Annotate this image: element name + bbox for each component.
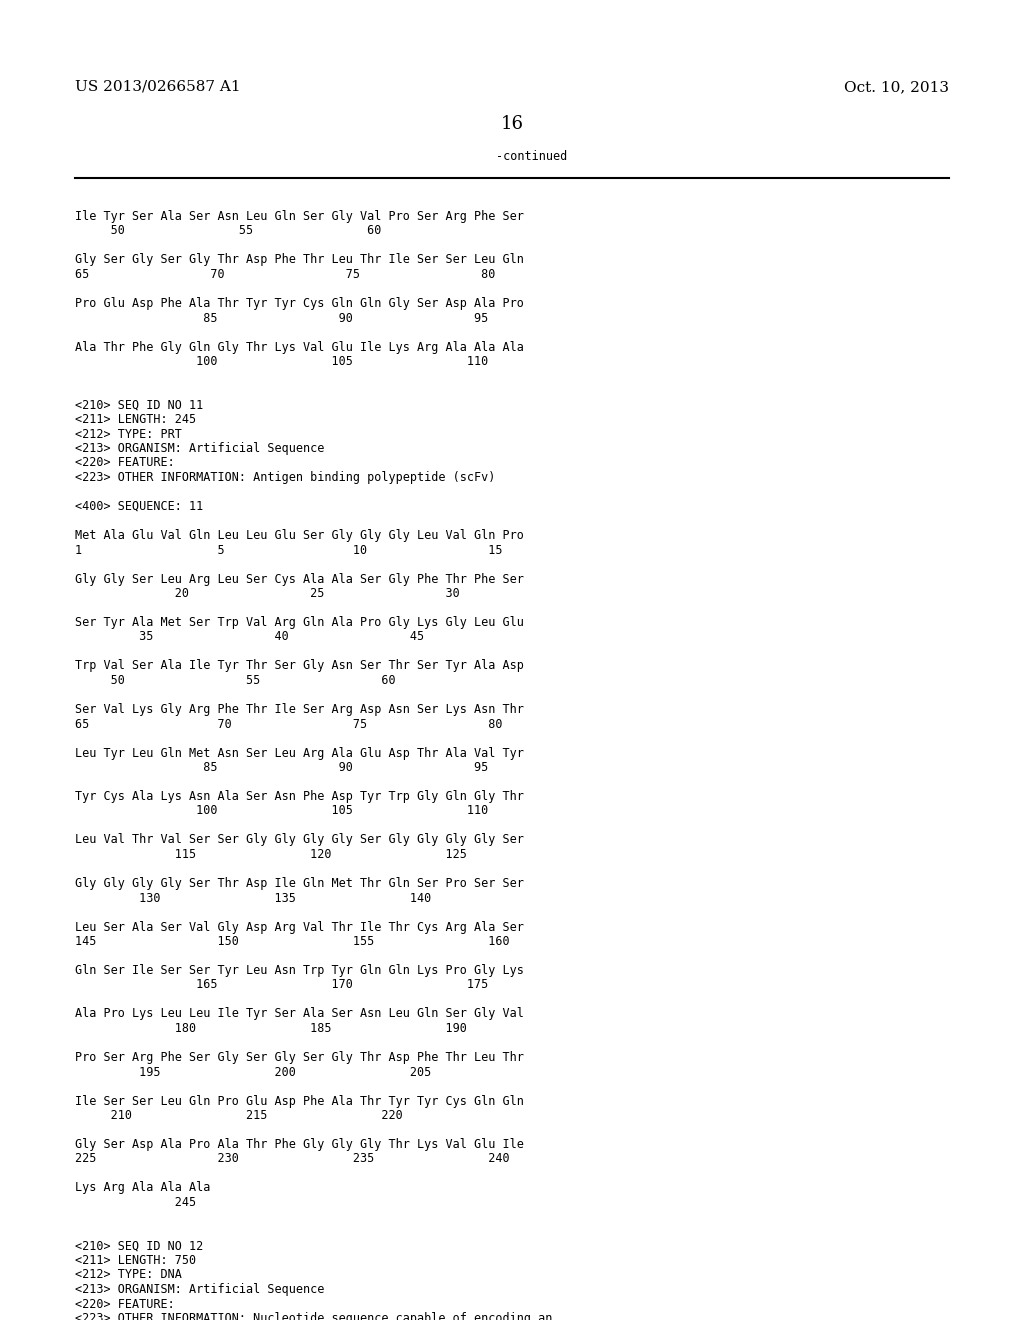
Text: 145                 150                155                160: 145 150 155 160 xyxy=(75,935,510,948)
Text: <223> OTHER INFORMATION: Antigen binding polypeptide (scFv): <223> OTHER INFORMATION: Antigen binding… xyxy=(75,471,496,484)
Text: 50                 55                 60: 50 55 60 xyxy=(75,675,395,686)
Text: Ser Tyr Ala Met Ser Trp Val Arg Gln Ala Pro Gly Lys Gly Leu Glu: Ser Tyr Ala Met Ser Trp Val Arg Gln Ala … xyxy=(75,616,524,630)
Text: <220> FEATURE:: <220> FEATURE: xyxy=(75,457,175,470)
Text: 1                   5                  10                 15: 1 5 10 15 xyxy=(75,544,503,557)
Text: <220> FEATURE:: <220> FEATURE: xyxy=(75,1298,175,1311)
Text: <210> SEQ ID NO 12: <210> SEQ ID NO 12 xyxy=(75,1239,203,1253)
Text: -continued: -continued xyxy=(497,150,567,162)
Text: 100                105                110: 100 105 110 xyxy=(75,804,488,817)
Text: 115                120                125: 115 120 125 xyxy=(75,847,467,861)
Text: 35                 40                 45: 35 40 45 xyxy=(75,631,424,644)
Text: Gly Ser Asp Ala Pro Ala Thr Phe Gly Gly Gly Thr Lys Val Glu Ile: Gly Ser Asp Ala Pro Ala Thr Phe Gly Gly … xyxy=(75,1138,524,1151)
Text: Ser Val Lys Gly Arg Phe Thr Ile Ser Arg Asp Asn Ser Lys Asn Thr: Ser Val Lys Gly Arg Phe Thr Ile Ser Arg … xyxy=(75,704,524,715)
Text: 225                 230                235                240: 225 230 235 240 xyxy=(75,1152,510,1166)
Text: 100                105                110: 100 105 110 xyxy=(75,355,488,368)
Text: 85                 90                 95: 85 90 95 xyxy=(75,312,488,325)
Text: Lys Arg Ala Ala Ala: Lys Arg Ala Ala Ala xyxy=(75,1181,210,1195)
Text: 195                200                205: 195 200 205 xyxy=(75,1065,431,1078)
Text: Gly Gly Gly Gly Ser Thr Asp Ile Gln Met Thr Gln Ser Pro Ser Ser: Gly Gly Gly Gly Ser Thr Asp Ile Gln Met … xyxy=(75,876,524,890)
Text: 85                 90                 95: 85 90 95 xyxy=(75,762,488,774)
Text: 20                 25                 30: 20 25 30 xyxy=(75,587,460,601)
Text: 245: 245 xyxy=(75,1196,197,1209)
Text: <400> SEQUENCE: 11: <400> SEQUENCE: 11 xyxy=(75,500,203,513)
Text: Gln Ser Ile Ser Ser Tyr Leu Asn Trp Tyr Gln Gln Lys Pro Gly Lys: Gln Ser Ile Ser Ser Tyr Leu Asn Trp Tyr … xyxy=(75,964,524,977)
Text: <211> LENGTH: 750: <211> LENGTH: 750 xyxy=(75,1254,197,1267)
Text: Gly Gly Ser Leu Arg Leu Ser Cys Ala Ala Ser Gly Phe Thr Phe Ser: Gly Gly Ser Leu Arg Leu Ser Cys Ala Ala … xyxy=(75,573,524,586)
Text: Tyr Cys Ala Lys Asn Ala Ser Asn Phe Asp Tyr Trp Gly Gln Gly Thr: Tyr Cys Ala Lys Asn Ala Ser Asn Phe Asp … xyxy=(75,789,524,803)
Text: 65                  70                 75                 80: 65 70 75 80 xyxy=(75,718,503,730)
Text: Leu Tyr Leu Gln Met Asn Ser Leu Arg Ala Glu Asp Thr Ala Val Tyr: Leu Tyr Leu Gln Met Asn Ser Leu Arg Ala … xyxy=(75,747,524,759)
Text: Met Ala Glu Val Gln Leu Leu Glu Ser Gly Gly Gly Leu Val Gln Pro: Met Ala Glu Val Gln Leu Leu Glu Ser Gly … xyxy=(75,529,524,543)
Text: 180                185                190: 180 185 190 xyxy=(75,1022,467,1035)
Text: 50                55                60: 50 55 60 xyxy=(75,224,381,238)
Text: Ile Tyr Ser Ala Ser Asn Leu Gln Ser Gly Val Pro Ser Arg Phe Ser: Ile Tyr Ser Ala Ser Asn Leu Gln Ser Gly … xyxy=(75,210,524,223)
Text: Ala Pro Lys Leu Leu Ile Tyr Ser Ala Ser Asn Leu Gln Ser Gly Val: Ala Pro Lys Leu Leu Ile Tyr Ser Ala Ser … xyxy=(75,1007,524,1020)
Text: Oct. 10, 2013: Oct. 10, 2013 xyxy=(844,81,949,94)
Text: <212> TYPE: DNA: <212> TYPE: DNA xyxy=(75,1269,182,1282)
Text: 16: 16 xyxy=(501,115,523,133)
Text: Pro Ser Arg Phe Ser Gly Ser Gly Ser Gly Thr Asp Phe Thr Leu Thr: Pro Ser Arg Phe Ser Gly Ser Gly Ser Gly … xyxy=(75,1051,524,1064)
Text: Pro Glu Asp Phe Ala Thr Tyr Tyr Cys Gln Gln Gly Ser Asp Ala Pro: Pro Glu Asp Phe Ala Thr Tyr Tyr Cys Gln … xyxy=(75,297,524,310)
Text: US 2013/0266587 A1: US 2013/0266587 A1 xyxy=(75,81,241,94)
Text: 210                215                220: 210 215 220 xyxy=(75,1109,402,1122)
Text: <210> SEQ ID NO 11: <210> SEQ ID NO 11 xyxy=(75,399,203,412)
Text: Trp Val Ser Ala Ile Tyr Thr Ser Gly Asn Ser Thr Ser Tyr Ala Asp: Trp Val Ser Ala Ile Tyr Thr Ser Gly Asn … xyxy=(75,660,524,672)
Text: 65                 70                 75                 80: 65 70 75 80 xyxy=(75,268,496,281)
Text: <223> OTHER INFORMATION: Nucleotide sequence capable of encoding an: <223> OTHER INFORMATION: Nucleotide sequ… xyxy=(75,1312,552,1320)
Text: Leu Ser Ala Ser Val Gly Asp Arg Val Thr Ile Thr Cys Arg Ala Ser: Leu Ser Ala Ser Val Gly Asp Arg Val Thr … xyxy=(75,920,524,933)
Text: <212> TYPE: PRT: <212> TYPE: PRT xyxy=(75,428,182,441)
Text: <213> ORGANISM: Artificial Sequence: <213> ORGANISM: Artificial Sequence xyxy=(75,442,325,455)
Text: <211> LENGTH: 245: <211> LENGTH: 245 xyxy=(75,413,197,426)
Text: <213> ORGANISM: Artificial Sequence: <213> ORGANISM: Artificial Sequence xyxy=(75,1283,325,1296)
Text: 165                170                175: 165 170 175 xyxy=(75,978,488,991)
Text: Gly Ser Gly Ser Gly Thr Asp Phe Thr Leu Thr Ile Ser Ser Leu Gln: Gly Ser Gly Ser Gly Thr Asp Phe Thr Leu … xyxy=(75,253,524,267)
Text: Leu Val Thr Val Ser Ser Gly Gly Gly Gly Ser Gly Gly Gly Gly Ser: Leu Val Thr Val Ser Ser Gly Gly Gly Gly … xyxy=(75,833,524,846)
Text: Ala Thr Phe Gly Gln Gly Thr Lys Val Glu Ile Lys Arg Ala Ala Ala: Ala Thr Phe Gly Gln Gly Thr Lys Val Glu … xyxy=(75,341,524,354)
Text: Ile Ser Ser Leu Gln Pro Glu Asp Phe Ala Thr Tyr Tyr Cys Gln Gln: Ile Ser Ser Leu Gln Pro Glu Asp Phe Ala … xyxy=(75,1094,524,1107)
Text: 130                135                140: 130 135 140 xyxy=(75,891,431,904)
